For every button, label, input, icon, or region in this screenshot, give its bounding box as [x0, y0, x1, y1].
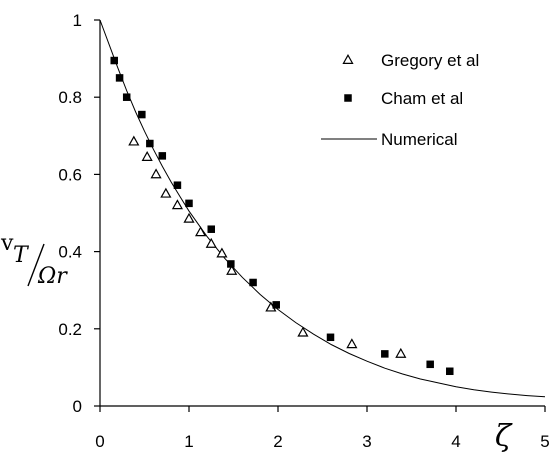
legend-symbol-triangle — [342, 53, 354, 64]
y-tick-label: 0.6 — [58, 165, 82, 184]
point-cham — [115, 74, 124, 82]
series-line-numerical — [99, 19, 546, 398]
legend: Gregory et al Cham et al Numerical — [321, 51, 479, 149]
legend-label: Cham et al — [381, 89, 463, 108]
y-label-slash — [27, 243, 45, 287]
x-tick-label: 2 — [273, 432, 282, 451]
point-gregory — [150, 168, 162, 179]
legend-symbol-square — [344, 94, 352, 102]
legend-entry: Cham et al — [344, 89, 463, 108]
x-tick-label: 5 — [540, 432, 549, 451]
point-cham — [173, 181, 182, 189]
y-tick-label: 1 — [73, 11, 82, 30]
point-cham — [185, 199, 193, 208]
y-tick-label: 0.4 — [58, 243, 82, 262]
point-cham — [446, 367, 454, 376]
point-cham — [326, 333, 335, 342]
label-layer: ζ v T Ωr — [0, 231, 513, 454]
x-tick-label: 1 — [184, 432, 193, 451]
point-gregory — [297, 326, 309, 337]
line-layer — [99, 19, 546, 398]
point-cham — [158, 152, 167, 160]
point-gregory — [183, 212, 195, 223]
point-gregory — [216, 247, 228, 258]
y-tick-label: 0 — [73, 397, 82, 416]
x-axis-label: ζ — [495, 419, 513, 454]
point-cham — [207, 225, 215, 233]
point-cham — [426, 360, 434, 369]
point-gregory — [171, 199, 184, 210]
x-tick-label: 3 — [362, 432, 371, 451]
point-gregory — [395, 347, 407, 358]
point-cham — [381, 350, 389, 358]
point-cham — [110, 56, 118, 65]
point-gregory — [128, 135, 140, 146]
y-tick-label: 0.2 — [58, 320, 82, 339]
point-gregory — [141, 151, 153, 161]
point-cham — [227, 260, 235, 268]
y-axis-label: v T Ωr — [0, 231, 68, 289]
legend-label: Numerical — [381, 130, 458, 149]
point-cham — [122, 93, 131, 101]
marker-layer — [110, 56, 454, 376]
legend-entry: Gregory et al — [342, 51, 479, 70]
legend-entry: Numerical — [321, 130, 458, 149]
point-gregory — [226, 264, 238, 275]
y-label-numerator: v — [0, 231, 14, 256]
point-gregory — [346, 338, 358, 349]
point-gregory — [205, 237, 217, 248]
y-label-subscript: T — [13, 243, 30, 268]
point-cham — [146, 139, 154, 148]
y-label-denominator: Ωr — [37, 264, 68, 289]
point-gregory — [194, 226, 207, 237]
point-cham — [272, 301, 280, 309]
y-tick-label: 0.8 — [58, 88, 82, 107]
point-gregory — [160, 187, 172, 198]
x-tick-label: 0 — [95, 432, 104, 451]
x-tick-label: 4 — [451, 432, 460, 451]
axes-layer: 0 1 2 3 4 5 0 0.2 0.4 0.6 0.8 1 — [58, 11, 549, 451]
legend-label: Gregory et al — [381, 51, 479, 70]
point-cham — [138, 110, 146, 119]
point-cham — [249, 278, 257, 287]
